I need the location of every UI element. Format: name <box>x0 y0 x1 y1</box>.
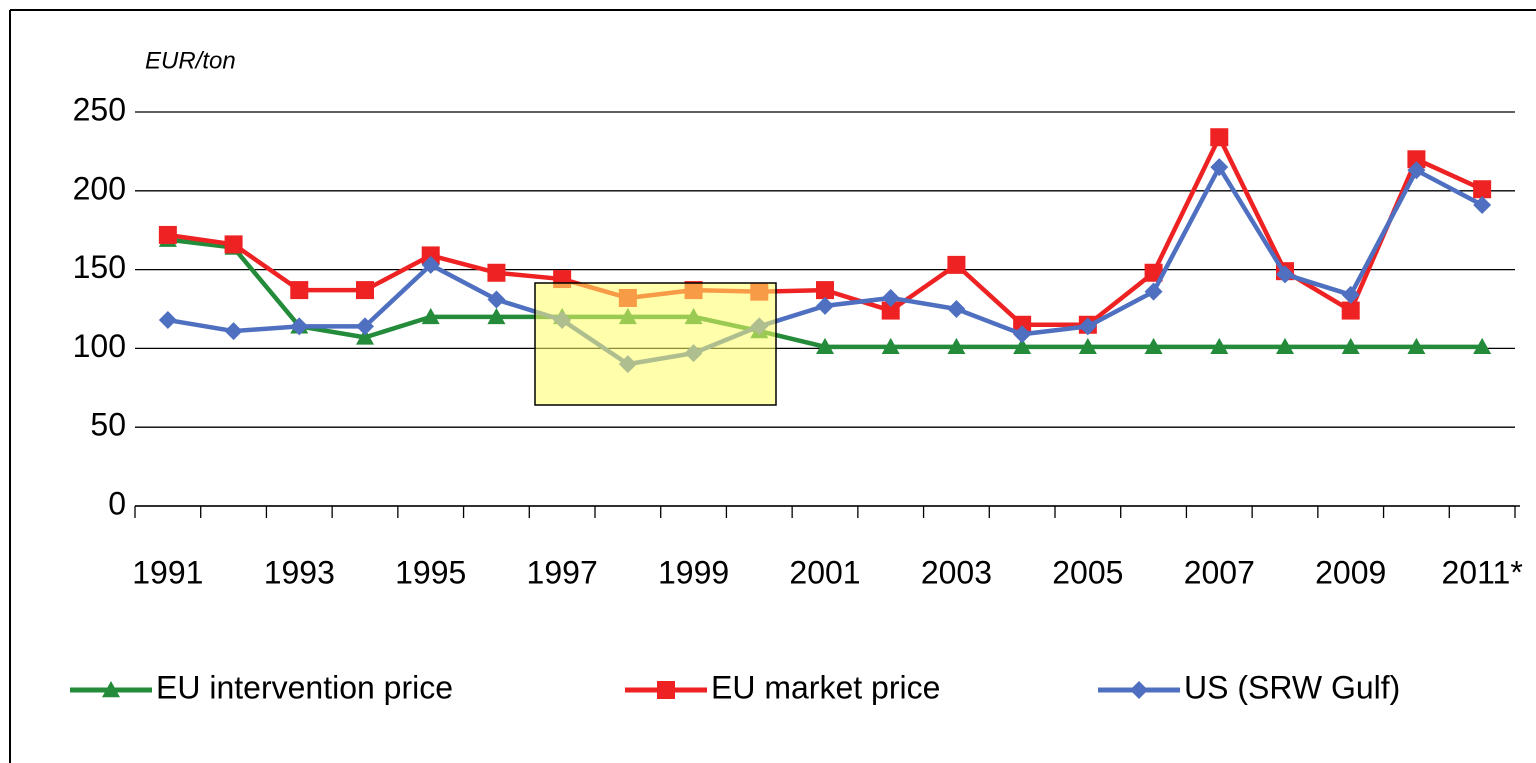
marker <box>1013 337 1032 355</box>
marker <box>816 337 834 355</box>
legend-label: US (SRW Gulf) <box>1184 669 1400 705</box>
marker <box>1341 285 1360 304</box>
marker <box>816 281 834 300</box>
marker <box>1473 337 1492 355</box>
plot: 0 50 100 150 200 250 1991 1993 1995 1997 1999 2001 2… <box>73 91 1523 590</box>
marker <box>1341 337 1360 355</box>
x-tick-label: 1991 <box>132 554 203 590</box>
y-axis-label: EUR/ton <box>145 47 236 74</box>
marker <box>158 225 177 244</box>
marker <box>1210 337 1229 355</box>
x-tick-label: 1995 <box>395 554 466 590</box>
x-tick-label: 2011* <box>1442 554 1523 590</box>
y-tick-label: 250 <box>73 91 126 127</box>
marker <box>1407 161 1426 180</box>
marker <box>487 290 506 309</box>
marker <box>1210 158 1229 177</box>
marker <box>356 317 374 336</box>
marker <box>1013 315 1032 334</box>
marker <box>487 263 506 282</box>
marker <box>947 337 966 355</box>
x-tick-label: 1999 <box>658 554 729 590</box>
marker <box>102 681 120 698</box>
marker <box>1473 195 1492 214</box>
marker <box>356 281 374 300</box>
y-tick-label: 150 <box>73 249 126 285</box>
marker <box>421 246 440 265</box>
highlight-box <box>534 282 777 406</box>
x-tick-label: 2003 <box>921 554 992 590</box>
marker <box>1144 263 1163 282</box>
marker <box>881 288 900 307</box>
x-tick-label: 2001 <box>789 554 860 590</box>
marker <box>881 301 900 320</box>
x-tick-label: 1997 <box>527 554 598 590</box>
marker <box>1276 337 1294 355</box>
marker <box>947 300 966 318</box>
marker <box>1130 681 1148 699</box>
marker <box>158 311 177 330</box>
marker <box>224 322 243 341</box>
marker <box>1407 150 1426 169</box>
y-tick-label: 200 <box>73 170 126 206</box>
x-tick-label: 2009 <box>1315 554 1386 590</box>
y-tick-label: 50 <box>90 407 126 443</box>
marker <box>1013 325 1032 344</box>
marker <box>1144 337 1163 355</box>
x-tick-label: 1993 <box>264 554 335 590</box>
marker <box>1144 282 1163 301</box>
marker <box>356 328 374 345</box>
marker <box>421 307 440 325</box>
marker <box>947 255 966 274</box>
marker <box>1341 301 1360 320</box>
marker <box>1407 337 1426 355</box>
marker <box>290 317 309 336</box>
legend-label: EU intervention price <box>156 669 453 705</box>
legend-label: EU market price <box>711 669 940 705</box>
marker <box>290 281 309 300</box>
marker <box>1078 317 1097 336</box>
marker <box>421 255 440 274</box>
y-tick-label: 0 <box>108 485 126 521</box>
x-tick-label: 2007 <box>1184 554 1255 590</box>
marker <box>487 307 506 325</box>
x-tick-label: 2005 <box>1052 554 1123 590</box>
marker <box>881 337 900 355</box>
marker <box>1276 265 1294 284</box>
marker <box>657 681 675 699</box>
marker <box>1473 180 1492 199</box>
y-tick-label: 100 <box>73 328 126 364</box>
marker <box>816 296 834 315</box>
marker <box>1210 128 1229 147</box>
marker <box>1078 337 1097 355</box>
marker <box>224 235 243 254</box>
